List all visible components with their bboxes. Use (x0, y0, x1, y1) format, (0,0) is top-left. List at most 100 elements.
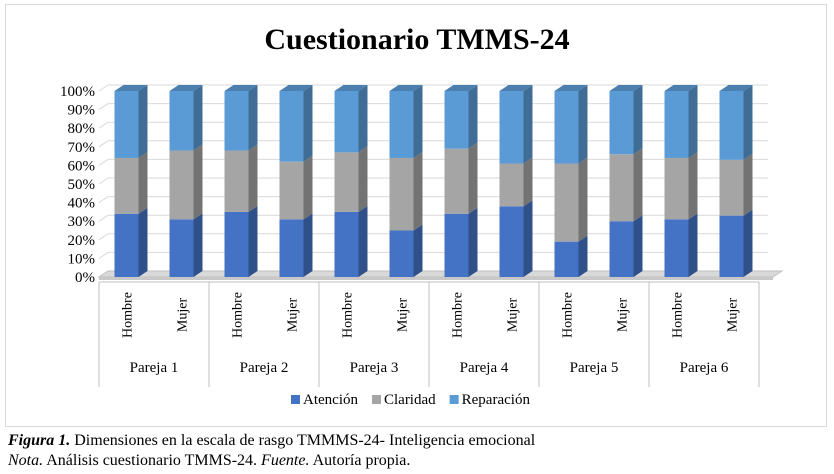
bar-reparacion-top (169, 85, 203, 91)
x-tick-label: Hombre (231, 292, 246, 338)
chart-floor-edge (99, 277, 773, 280)
bar-reparacion-top (279, 85, 313, 91)
bar-claridad (279, 161, 304, 220)
y-tick-label: 0% (75, 270, 95, 286)
bar-claridad (664, 157, 689, 220)
bar-reparacion (664, 91, 689, 158)
y-tick-label: 30% (68, 214, 96, 230)
bar-claridad-side (303, 155, 313, 220)
x-tick-label: Hombre (341, 292, 356, 338)
bar-claridad (444, 148, 469, 214)
bar-reparacion (444, 91, 469, 149)
y-tick-label: 10% (68, 251, 96, 267)
bar-reparacion-side (743, 85, 753, 160)
y-tick-label: 80% (68, 121, 96, 137)
bar-claridad-side (468, 142, 478, 214)
bar-reparacion-top (334, 85, 368, 91)
bar-reparacion-top (114, 85, 148, 91)
bar-claridad-side (688, 151, 698, 220)
bar-reparacion-side (138, 85, 148, 158)
gridline-depth (98, 233, 109, 241)
bar-reparacion (554, 91, 579, 164)
y-tick-label: 60% (68, 158, 96, 174)
figure-label: Figura 1. (8, 432, 71, 449)
source-label: Fuente. (261, 452, 310, 469)
bar-atencion (554, 241, 579, 277)
bar-reparacion-side (468, 85, 478, 149)
bar-atencion (224, 211, 249, 277)
bar-reparacion (719, 91, 744, 160)
x-tick-label: Hombre (121, 292, 136, 338)
bar-atencion-side (468, 207, 478, 277)
bar-claridad-side (193, 144, 203, 220)
group-label: Pareja 5 (570, 360, 619, 376)
bar-atencion-side (523, 200, 533, 277)
figure-caption: Figura 1. Dimensiones en la escala de ra… (8, 432, 535, 450)
bar-reparacion-side (303, 85, 313, 162)
bar-atencion-side (303, 213, 313, 277)
note-text: Análisis cuestionario TMMS-24. (43, 452, 262, 469)
bar-claridad-side (743, 153, 753, 216)
bar-reparacion (499, 91, 524, 164)
bar-atencion-side (743, 209, 753, 277)
bar-claridad-side (248, 144, 258, 212)
bar-reparacion (114, 91, 139, 158)
group-label: Pareja 6 (680, 360, 729, 376)
x-tick-label: Mujer (176, 298, 191, 333)
bar-reparacion-top (389, 85, 423, 91)
bar-claridad (609, 154, 634, 222)
bar-claridad-side (413, 151, 423, 231)
figure-title: Dimensiones en la escala de rasgo TMMMS-… (70, 432, 536, 449)
bar-atencion (334, 211, 359, 277)
x-tick-label: Mujer (616, 298, 631, 333)
y-tick-label: 90% (68, 103, 96, 119)
bar-atencion (609, 221, 634, 277)
y-tick-label: 100% (60, 84, 95, 100)
x-tick-label: Mujer (506, 298, 521, 333)
bar-claridad (554, 163, 579, 242)
x-tick-label: Mujer (726, 298, 741, 333)
bar-reparacion-top (444, 85, 478, 91)
x-tick-label: Mujer (396, 298, 411, 333)
x-tick-label: Hombre (561, 292, 576, 338)
gridline-depth (98, 140, 109, 148)
figure-note: Nota. Análisis cuestionario TMMS-24. Fue… (8, 452, 410, 470)
legend-swatch (291, 395, 300, 404)
bar-atencion (664, 219, 689, 277)
bar-reparacion-top (609, 85, 643, 91)
bar-claridad (334, 152, 359, 212)
legend-swatch (449, 395, 459, 404)
gridline-depth (98, 214, 109, 222)
group-label: Pareja 1 (130, 360, 179, 376)
bar-claridad-side (523, 157, 533, 207)
bar-atencion-side (578, 235, 588, 277)
y-tick-label: 70% (68, 140, 96, 156)
note-label: Nota. (8, 452, 44, 469)
source-text: Autoría propia. (309, 452, 411, 469)
bar-atencion (389, 230, 414, 277)
bar-reparacion-side (413, 85, 423, 158)
bar-reparacion (279, 91, 304, 162)
bar-reparacion-top (554, 85, 588, 91)
bar-reparacion (224, 91, 249, 151)
bar-reparacion (609, 91, 634, 155)
group-label: Pareja 4 (460, 360, 509, 376)
bar-atencion-side (248, 205, 258, 277)
bar-reparacion-side (193, 85, 203, 151)
bar-atencion (719, 215, 744, 277)
bar-reparacion-side (523, 85, 533, 164)
bar-reparacion-side (358, 85, 368, 153)
chart-frame: Cuestionario TMMS-24 0% 10% 20% 30% 40% 50% 60%… (5, 4, 827, 427)
bar-claridad (224, 150, 249, 212)
x-tick-label: Mujer (286, 298, 301, 333)
bar-reparacion-top (499, 85, 533, 91)
chart-title: Cuestionario TMMS-24 (264, 23, 569, 56)
legend-swatch (371, 395, 381, 404)
bar-claridad (169, 150, 194, 220)
bar-atencion-side (138, 207, 148, 277)
bar-reparacion-top (719, 85, 753, 91)
legend-label: Reparación (462, 392, 531, 408)
legend-label: Claridad (384, 392, 436, 408)
bar-atencion-side (193, 213, 203, 277)
bar-claridad-side (633, 148, 643, 222)
